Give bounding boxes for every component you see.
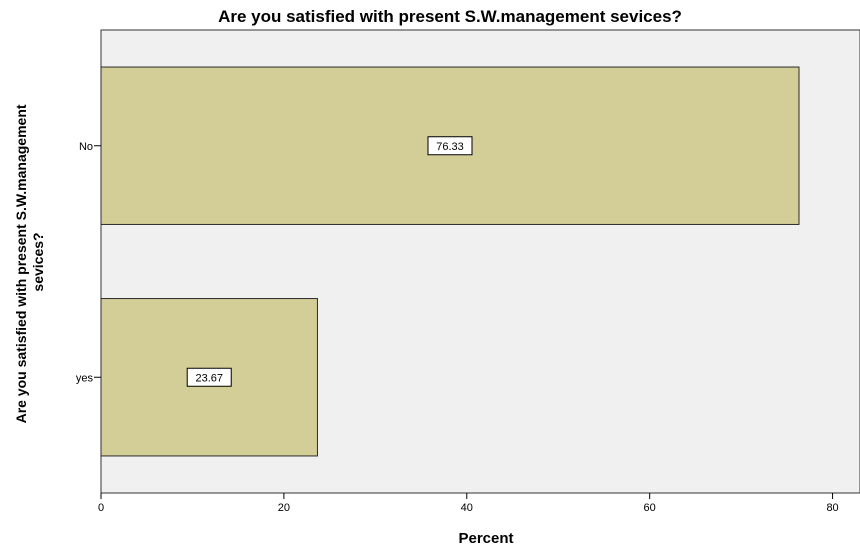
y-axis-title-line-2: sevices? [30,232,46,291]
x-tick-label-60: 60 [644,502,656,514]
y-axis-title: Are you satisfied with present S.W.manag… [13,101,46,424]
x-tick-label-0: 0 [98,502,104,514]
x-tick-label-20: 20 [278,502,290,514]
chart-title: Are you satisfied with present S.W.manag… [218,7,682,26]
data-label-no: 76.33 [436,141,464,153]
x-tick-label-40: 40 [461,502,473,514]
x-tick-label-80: 80 [826,502,838,514]
y-tick-label-yes: yes [76,372,94,384]
data-label-yes: 23.67 [195,372,223,384]
y-axis-title-line-1: Are you satisfied with present S.W.manag… [13,104,29,423]
data-label-box-yes [186,367,232,387]
x-axis-title: Percent [458,530,513,547]
y-tick-label-no: No [79,141,93,153]
data-label-box-no [427,136,473,156]
